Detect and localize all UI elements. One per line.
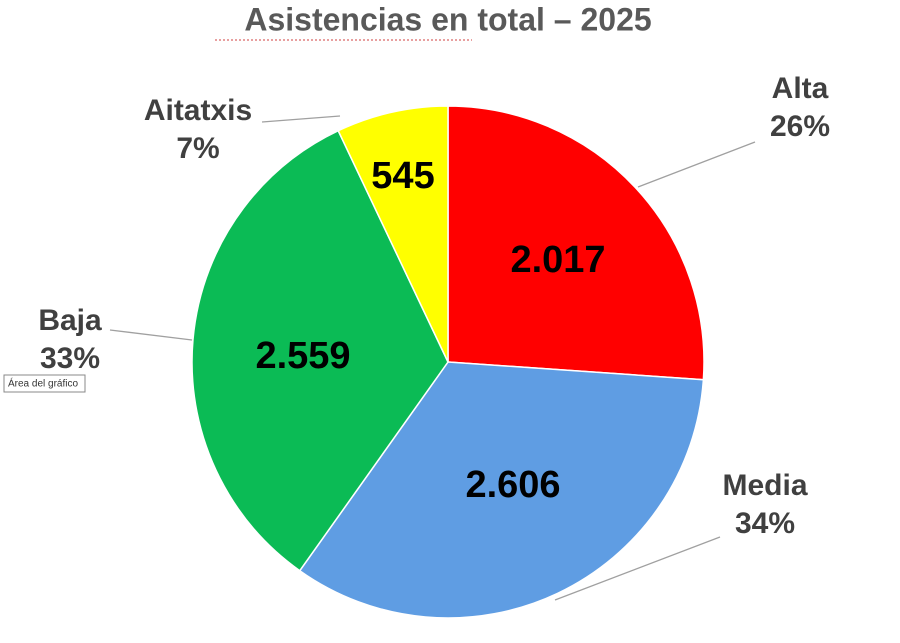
data-label: 2.559 [255, 335, 350, 377]
leader-line [554, 536, 721, 601]
data-label: 2.606 [465, 464, 560, 506]
pie-slice [337, 105, 449, 363]
percentage-label: 7% [176, 132, 219, 165]
tooltip: Área del gráfico [3, 374, 86, 393]
leader-line [637, 141, 756, 188]
category-label: Alta [772, 72, 829, 105]
pie-slice [191, 129, 449, 572]
pie-slice [298, 361, 705, 619]
tooltip-box [3, 374, 86, 393]
data-label: 545 [371, 155, 434, 197]
leader-line [109, 329, 193, 341]
category-label: Media [722, 469, 807, 502]
leader-line [261, 115, 341, 123]
data-label: 2.017 [510, 239, 605, 281]
tooltip-text: Área del gráfico [8, 377, 78, 390]
category-label: Baja [38, 304, 102, 337]
percentage-label: 34% [735, 507, 795, 540]
chart-title: Asistencias en total – 2025 [244, 1, 651, 37]
pie [191, 105, 705, 619]
pie-slice [447, 105, 705, 381]
category-label: Aitatxis [144, 94, 252, 127]
percentage-label: 26% [770, 110, 830, 143]
percentage-label: 33% [40, 342, 100, 375]
